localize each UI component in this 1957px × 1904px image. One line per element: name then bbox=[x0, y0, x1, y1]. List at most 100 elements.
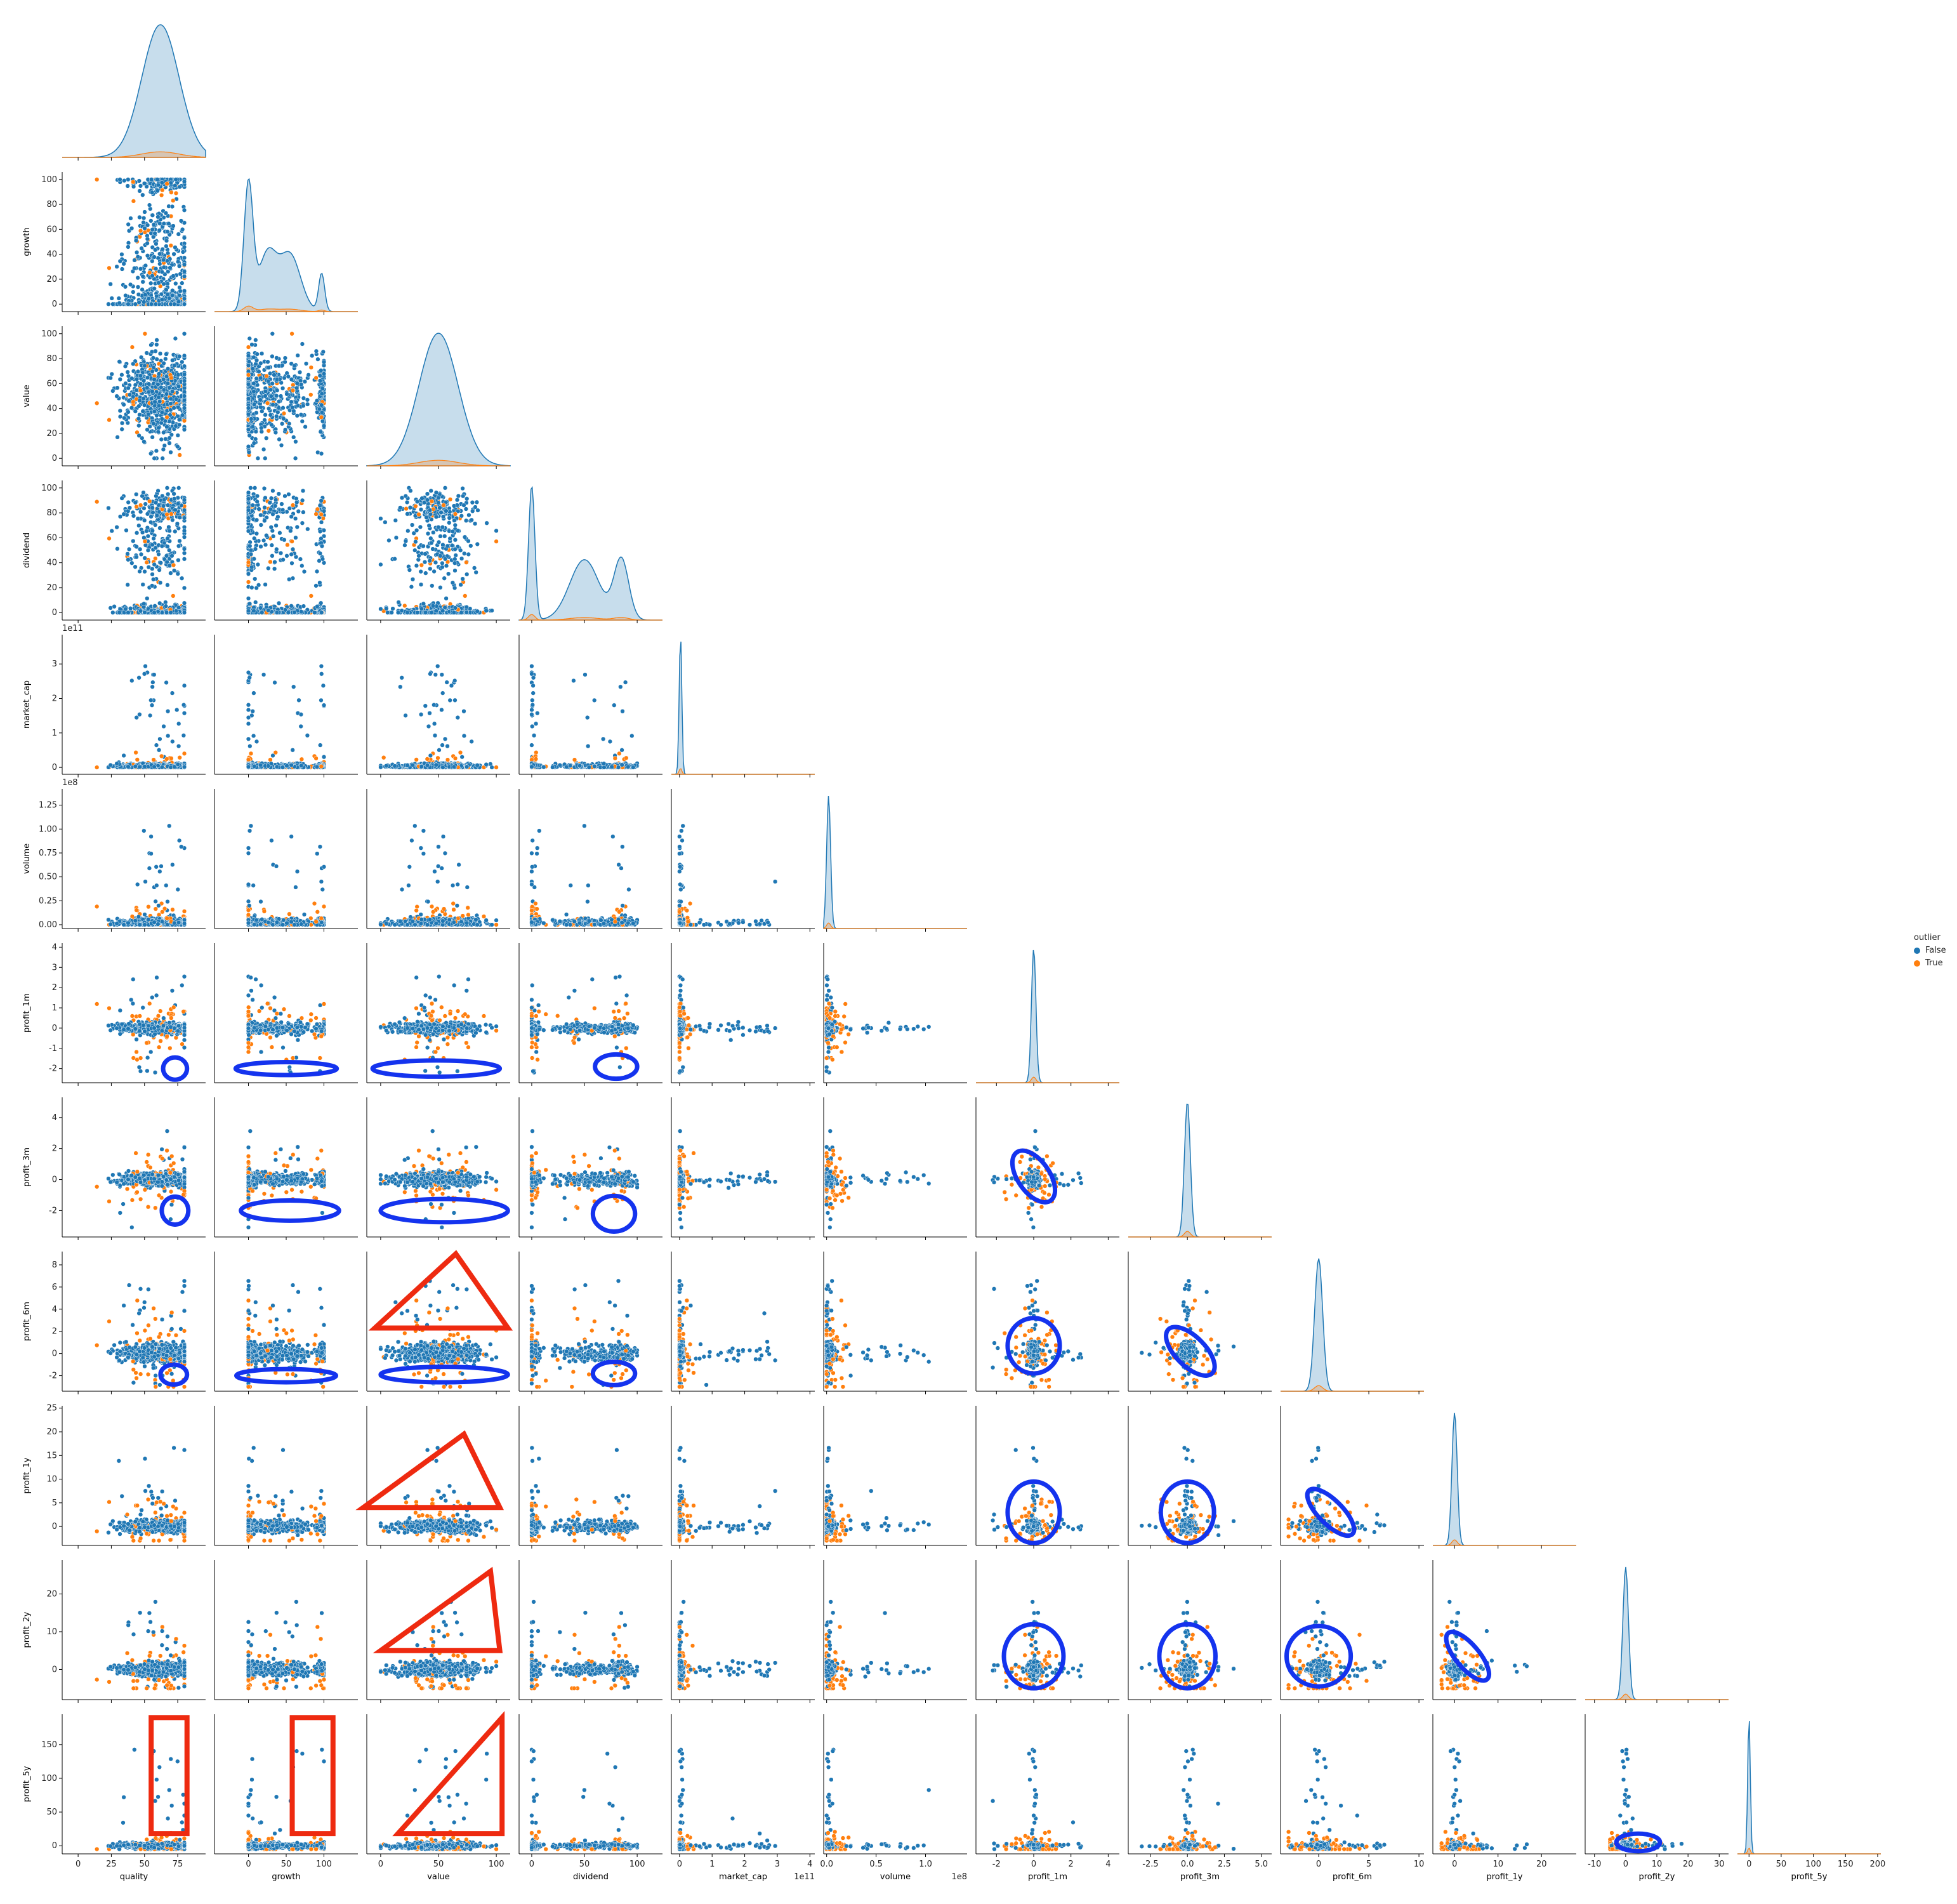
point-false bbox=[150, 213, 155, 218]
point-false bbox=[154, 302, 158, 307]
y-tick-label: 60 bbox=[46, 225, 57, 234]
point-false bbox=[153, 231, 157, 235]
point-false bbox=[115, 386, 120, 390]
point-false bbox=[176, 300, 181, 304]
point-false bbox=[160, 270, 164, 274]
point-false bbox=[156, 215, 161, 219]
point-false bbox=[149, 302, 154, 307]
point-false bbox=[169, 181, 173, 185]
point-false bbox=[126, 222, 131, 227]
point-false bbox=[153, 248, 157, 252]
point-false bbox=[142, 216, 146, 220]
point-false bbox=[173, 183, 177, 188]
point-false bbox=[143, 226, 147, 230]
point-false bbox=[135, 250, 139, 255]
y-tick-label: 100 bbox=[41, 175, 57, 185]
point-false bbox=[143, 210, 147, 215]
point-false bbox=[138, 189, 142, 194]
cell-growth-vs-quality: 020406080100growth bbox=[22, 172, 206, 315]
point-false bbox=[182, 262, 187, 267]
point-false bbox=[118, 177, 122, 182]
point-false bbox=[110, 302, 115, 307]
point-false bbox=[157, 261, 162, 266]
point-false bbox=[157, 281, 161, 285]
point-false bbox=[177, 264, 181, 268]
point-false bbox=[145, 351, 149, 355]
point-false bbox=[148, 207, 152, 211]
point-false bbox=[148, 281, 153, 286]
point-false bbox=[142, 300, 146, 305]
point-false bbox=[171, 274, 176, 279]
point-false bbox=[166, 293, 170, 297]
point-false bbox=[182, 245, 187, 249]
y-tick-label: 80 bbox=[46, 200, 57, 209]
point-false bbox=[172, 302, 176, 307]
point-false bbox=[152, 222, 156, 227]
point-false bbox=[158, 352, 162, 356]
point-true bbox=[107, 418, 112, 422]
point-true bbox=[138, 228, 143, 233]
y-axis-label-growth: growth bbox=[22, 227, 32, 256]
point-false bbox=[128, 282, 133, 287]
point-false bbox=[140, 193, 145, 197]
point-false bbox=[124, 293, 128, 298]
point-false bbox=[145, 253, 150, 258]
point-false bbox=[160, 180, 164, 185]
point-true bbox=[169, 243, 173, 248]
point-false bbox=[161, 430, 166, 435]
point-false bbox=[181, 250, 185, 255]
cell-growth-vs-growth bbox=[214, 179, 358, 315]
point-false bbox=[150, 274, 155, 278]
point-false bbox=[142, 182, 147, 186]
point-false bbox=[164, 244, 169, 249]
point-false bbox=[149, 343, 154, 347]
point-false bbox=[170, 288, 175, 293]
point-false bbox=[173, 281, 178, 286]
point-true bbox=[174, 191, 178, 195]
point-false bbox=[182, 269, 187, 274]
kde-false-growth bbox=[214, 179, 358, 312]
point-false bbox=[155, 338, 159, 342]
point-false bbox=[110, 296, 114, 301]
point-false bbox=[160, 298, 164, 302]
point-false bbox=[136, 285, 140, 289]
point-false bbox=[138, 215, 142, 220]
point-false bbox=[120, 267, 124, 272]
point-false bbox=[176, 260, 180, 264]
point-false bbox=[182, 235, 187, 240]
point-false bbox=[145, 237, 150, 241]
point-true bbox=[143, 230, 147, 235]
point-true bbox=[169, 190, 174, 195]
y-tick-label: 40 bbox=[46, 250, 57, 260]
point-false bbox=[155, 188, 160, 193]
point-false bbox=[132, 266, 136, 270]
point-false bbox=[150, 190, 154, 195]
point-true bbox=[107, 266, 112, 270]
point-false bbox=[149, 177, 154, 182]
point-false bbox=[161, 247, 165, 251]
point-false bbox=[136, 275, 140, 280]
points-value-vs-quality bbox=[95, 331, 187, 460]
point-false bbox=[172, 252, 176, 256]
point-false bbox=[182, 208, 187, 213]
point-false bbox=[118, 409, 122, 413]
point-false bbox=[182, 180, 187, 184]
point-true bbox=[160, 188, 164, 192]
point-false bbox=[133, 302, 138, 307]
point-false bbox=[154, 449, 159, 453]
point-false bbox=[162, 221, 166, 226]
point-false bbox=[140, 288, 145, 292]
point-false bbox=[155, 177, 160, 182]
point-false bbox=[133, 258, 137, 263]
point-false bbox=[118, 259, 122, 263]
point-true bbox=[95, 177, 99, 182]
cell-quality-vs-quality bbox=[62, 25, 206, 161]
point-false bbox=[152, 286, 157, 291]
point-false bbox=[138, 184, 143, 188]
point-false bbox=[161, 456, 165, 461]
point-false bbox=[118, 414, 122, 419]
point-true bbox=[165, 182, 169, 186]
point-false bbox=[157, 252, 162, 256]
point-false bbox=[157, 228, 162, 233]
